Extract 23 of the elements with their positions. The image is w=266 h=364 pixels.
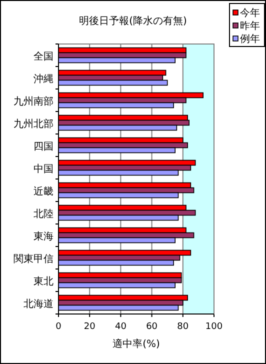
- y-tick-label: 関東甲信: [14, 252, 54, 265]
- x-tick-label: 0: [56, 322, 62, 332]
- y-tick-label: 北陸: [34, 208, 54, 220]
- y-tick-label: 北海道: [24, 298, 54, 310]
- y-tick-label: 四国: [34, 141, 54, 152]
- y-tick-label: 九州南部: [14, 95, 54, 108]
- chart-title: 明後日予報(降水の有無): [79, 15, 187, 27]
- x-tick-label: 40: [114, 322, 127, 332]
- y-tick-label: 中国: [34, 162, 54, 175]
- legend-label: 例年: [240, 33, 260, 45]
- legend-label: 昨年: [240, 20, 260, 32]
- x-tick-label: 20: [84, 322, 96, 332]
- y-tick-label: 近畿: [34, 185, 54, 198]
- x-tick-label: 60: [146, 322, 158, 332]
- x-axis-title: 適中率(%): [112, 338, 160, 350]
- y-tick-label: 沖縄: [34, 72, 54, 85]
- y-tick-label: 全国: [34, 50, 54, 62]
- y-tick-label: 九州北部: [14, 118, 54, 130]
- y-tick-label: 東北: [34, 275, 54, 288]
- x-tick-label: 100: [205, 322, 223, 332]
- y-tick-label: 東海: [34, 230, 54, 242]
- x-tick-label: 80: [177, 322, 189, 332]
- legend-label: 今年: [240, 7, 260, 19]
